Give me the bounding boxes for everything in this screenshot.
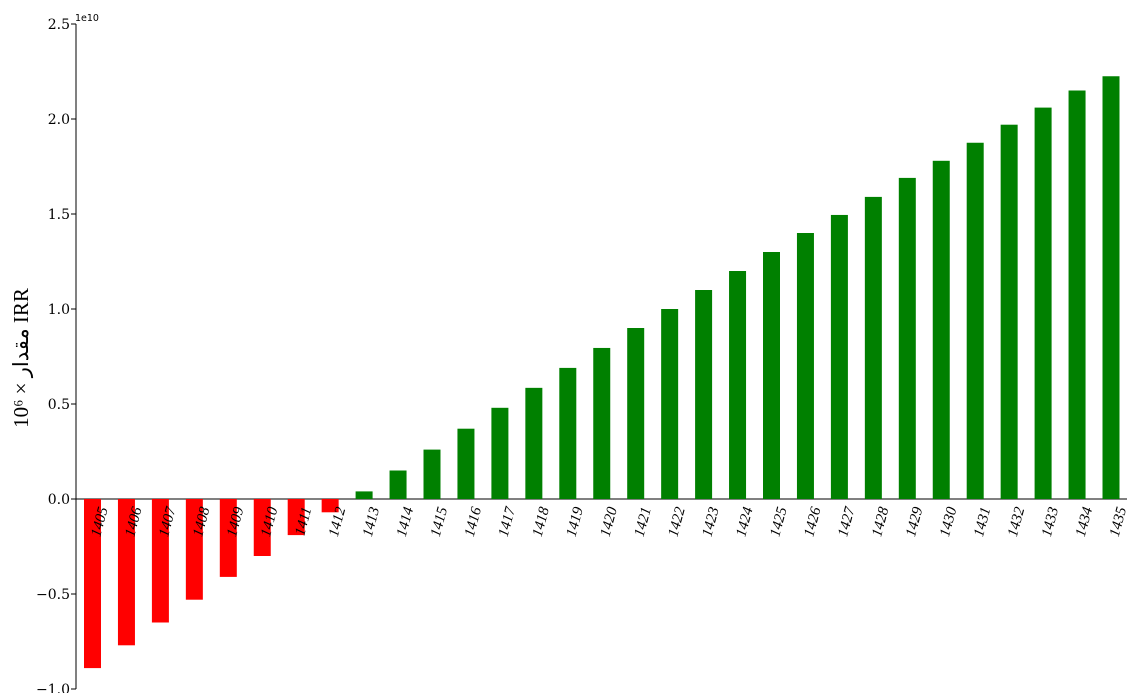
category-label-1422: 1422 — [666, 505, 689, 539]
category-label-1405: 1405 — [88, 505, 111, 539]
y-tick-label: 2.0 — [48, 112, 70, 128]
bar-1418 — [525, 387, 543, 499]
category-label-1409: 1409 — [224, 505, 247, 539]
y-tick-label: 1.5 — [48, 207, 70, 223]
bar-1425 — [763, 252, 780, 499]
bar-1421 — [627, 328, 645, 499]
category-label-1406: 1406 — [122, 505, 145, 539]
category-label-1427: 1427 — [835, 504, 859, 539]
category-label-1411: 1411 — [292, 505, 315, 537]
bar-1415 — [423, 449, 441, 499]
bars — [84, 76, 1120, 669]
bar-1424 — [729, 271, 747, 499]
bar-1406 — [117, 499, 135, 646]
bar-1435 — [1102, 76, 1120, 499]
bar-1419 — [559, 367, 577, 499]
category-label-1432: 1432 — [1005, 505, 1028, 539]
category-label-1414: 1414 — [394, 505, 417, 539]
bar-1434 — [1068, 90, 1086, 499]
bar-1410 — [253, 499, 271, 556]
category-label-1429: 1429 — [903, 505, 926, 539]
bar-1407 — [151, 499, 169, 623]
category-labels: 1405 1406 1407 1408 1409 1410 1411 1412 1413 1414… — [88, 504, 1127, 539]
category-label-1421: 1421 — [632, 505, 655, 538]
y-tick-label: 1.0 — [48, 302, 70, 318]
category-label-1416: 1416 — [462, 505, 485, 539]
category-label-1423: 1423 — [700, 505, 723, 538]
y-tick-label: −0.5 — [36, 587, 70, 603]
y-tick-label: 2.5 — [48, 17, 70, 33]
bar-1408 — [185, 499, 203, 600]
y-ticks: −1.0 −0.5 0.0 0.5 1.0 1.5 2.0 2.5 — [36, 17, 76, 693]
category-label-1424: 1424 — [733, 505, 756, 539]
bar-1413 — [355, 491, 373, 499]
bar-1423 — [695, 290, 713, 499]
bar-1430 — [932, 160, 950, 500]
category-label-1419: 1419 — [564, 505, 587, 539]
category-label-1428: 1428 — [869, 505, 892, 539]
y-axis-label: مقدار × 10⁶ IRR — [9, 288, 34, 428]
bar-1426 — [796, 233, 814, 499]
category-label-1431: 1431 — [971, 505, 994, 538]
category-label-1418: 1418 — [530, 505, 553, 539]
bar-1433 — [1034, 107, 1052, 499]
category-label-1433: 1433 — [1039, 505, 1062, 538]
category-label-1417: 1417 — [496, 504, 520, 539]
y-tick-label: 0.5 — [48, 397, 70, 413]
category-label-1410: 1410 — [258, 505, 281, 539]
bar-1412 — [321, 499, 339, 513]
bar-1416 — [457, 428, 475, 499]
y-tick-label: 0.0 — [48, 492, 70, 508]
bar-1427 — [830, 214, 848, 499]
category-label-1435: 1435 — [1107, 505, 1127, 539]
category-label-1420: 1420 — [598, 505, 621, 539]
y-axis-multiplier: 1e10 — [75, 13, 99, 24]
category-label-1434: 1434 — [1073, 505, 1096, 539]
bar-1411 — [287, 499, 305, 536]
bar-1409 — [219, 499, 237, 577]
category-label-1430: 1430 — [937, 505, 960, 539]
category-label-1412: 1412 — [326, 505, 349, 539]
category-label-1408: 1408 — [190, 505, 213, 539]
bar-1429 — [898, 177, 916, 499]
bar-1431 — [966, 142, 984, 499]
bar-1428 — [864, 196, 882, 499]
bar-1405 — [84, 499, 101, 669]
category-label-1415: 1415 — [428, 505, 451, 539]
bar-1432 — [1000, 124, 1018, 499]
bar-1420 — [593, 347, 611, 499]
category-label-1425: 1425 — [767, 505, 790, 539]
category-label-1426: 1426 — [801, 505, 824, 539]
y-tick-label: −1.0 — [36, 682, 70, 693]
bar-1414 — [389, 470, 407, 499]
bar-1422 — [661, 309, 679, 499]
category-label-1407: 1407 — [156, 504, 180, 539]
category-label-1413: 1413 — [360, 505, 383, 538]
bar-1417 — [491, 407, 509, 499]
